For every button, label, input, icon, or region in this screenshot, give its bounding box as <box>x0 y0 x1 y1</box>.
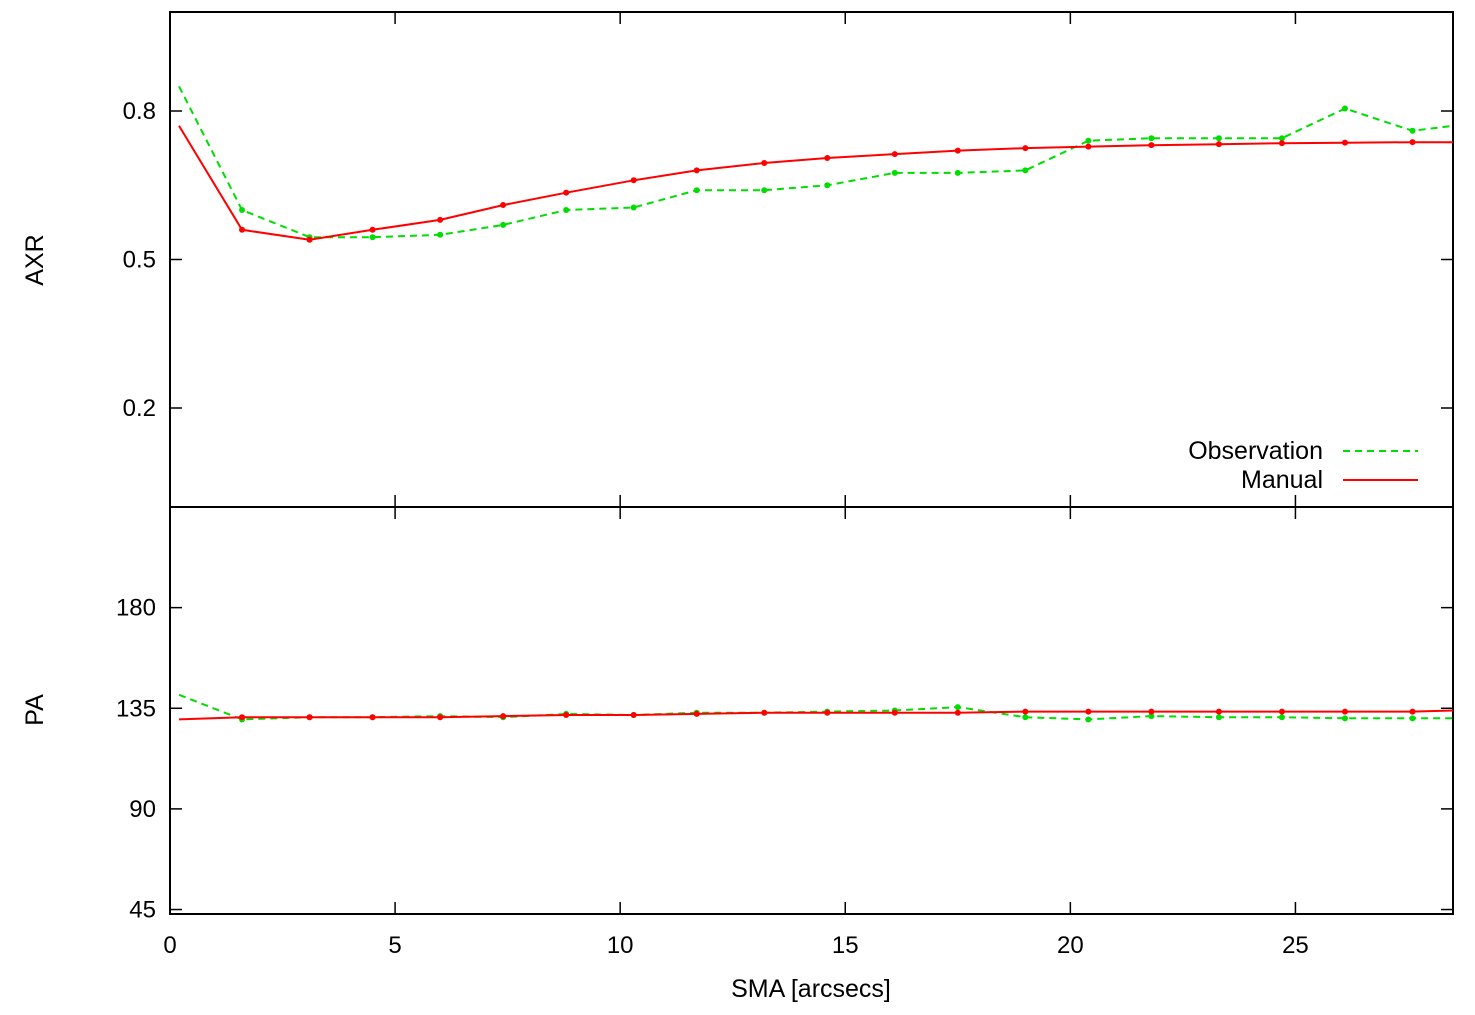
top-point-manual <box>630 177 637 184</box>
legend: Observation Manual <box>1188 437 1418 494</box>
bottom-point-manual <box>437 714 444 721</box>
bottom-ytick-label: 135 <box>116 695 156 722</box>
bottom-point-manual <box>1085 708 1092 715</box>
bottom-point-observation <box>1215 714 1222 721</box>
top-point-observation <box>369 234 376 241</box>
top-point-observation <box>500 221 507 228</box>
top-point-observation <box>954 169 961 176</box>
bottom-point-observation <box>1085 716 1092 723</box>
top-ytick-label: 0.8 <box>123 98 156 125</box>
top-point-observation <box>1278 135 1285 142</box>
bottom-point-manual <box>239 714 246 721</box>
top-point-manual <box>824 155 831 162</box>
bottom-point-manual <box>954 709 961 716</box>
bottom-point-observation <box>954 704 961 711</box>
top-point-manual <box>954 147 961 154</box>
bottom-point-manual <box>1278 708 1285 715</box>
xtick-label: 10 <box>607 932 634 959</box>
bottom-point-observation <box>1409 715 1416 722</box>
xtick-label: 15 <box>832 932 859 959</box>
top-point-manual <box>1148 142 1155 149</box>
legend-label-manual: Manual <box>1241 466 1323 494</box>
top-point-observation <box>1215 135 1222 142</box>
xtick-label: 0 <box>163 932 176 959</box>
bottom-point-manual <box>693 710 700 717</box>
top-point-manual <box>563 189 570 196</box>
xtick-label: 25 <box>1282 932 1309 959</box>
top-point-observation <box>693 187 700 194</box>
top-series-observation <box>178 85 1454 239</box>
bottom-point-observation <box>1022 714 1029 721</box>
bottom-point-observation <box>1148 713 1155 720</box>
top-point-manual <box>1022 145 1029 152</box>
bottom-point-observation <box>1341 715 1348 722</box>
xtick-label: 5 <box>388 932 401 959</box>
bottom-ytick-label: 180 <box>116 595 156 622</box>
bottom-point-manual <box>306 714 313 721</box>
top-point-observation <box>563 207 570 213</box>
top-point-manual <box>891 151 898 158</box>
bottom-ylabel: PA <box>21 694 49 726</box>
top-point-manual <box>1278 140 1285 147</box>
bottom-point-manual <box>1409 708 1416 715</box>
top-ylabel: AXR <box>21 234 49 285</box>
top-point-manual <box>437 216 444 223</box>
top-point-manual <box>500 202 507 209</box>
bottom-point-manual <box>369 714 376 721</box>
top-point-manual <box>369 226 376 233</box>
top-point-observation <box>761 187 768 194</box>
top-point-observation <box>1085 137 1092 144</box>
top-point-observation <box>437 231 444 238</box>
top-point-manual <box>1085 143 1092 150</box>
top-panel-frame <box>169 11 1454 508</box>
top-point-observation <box>1341 105 1348 112</box>
bottom-point-manual <box>630 711 637 718</box>
bottom-point-manual <box>1022 708 1029 715</box>
bottom-point-manual <box>824 709 831 716</box>
top-point-manual <box>306 236 313 243</box>
top-point-manual <box>1341 139 1348 146</box>
top-ytick-label: 0.2 <box>123 395 156 422</box>
top-point-observation <box>891 169 898 176</box>
bottom-point-manual <box>891 709 898 716</box>
top-point-manual <box>761 159 768 166</box>
bottom-ytick-label: 45 <box>129 897 156 924</box>
bottom-point-manual <box>1215 708 1222 715</box>
legend-label-observation: Observation <box>1188 437 1323 465</box>
xtick-label: 20 <box>1057 932 1084 959</box>
x-axis-label: SMA [arcsecs] <box>731 975 891 1003</box>
top-ytick-label: 0.5 <box>123 247 156 274</box>
top-point-observation <box>1022 167 1029 174</box>
bottom-point-observation <box>1278 714 1285 721</box>
bottom-point-manual <box>1341 708 1348 715</box>
top-series-manual <box>178 125 1453 241</box>
bottom-point-manual <box>563 711 570 718</box>
bottom-panel-frame <box>169 506 1454 915</box>
bottom-point-manual <box>500 713 507 720</box>
top-point-observation <box>239 207 246 213</box>
top-point-manual <box>1215 141 1222 148</box>
top-point-observation <box>824 182 831 189</box>
top-point-observation <box>630 204 637 211</box>
top-point-observation <box>1148 135 1155 142</box>
top-point-manual <box>239 226 246 233</box>
bottom-point-manual <box>761 709 768 716</box>
bottom-point-manual <box>1148 708 1155 715</box>
bottom-ytick-label: 90 <box>129 796 156 823</box>
top-point-manual <box>693 167 700 174</box>
top-point-manual <box>1409 139 1416 146</box>
top-point-observation <box>1409 127 1416 134</box>
